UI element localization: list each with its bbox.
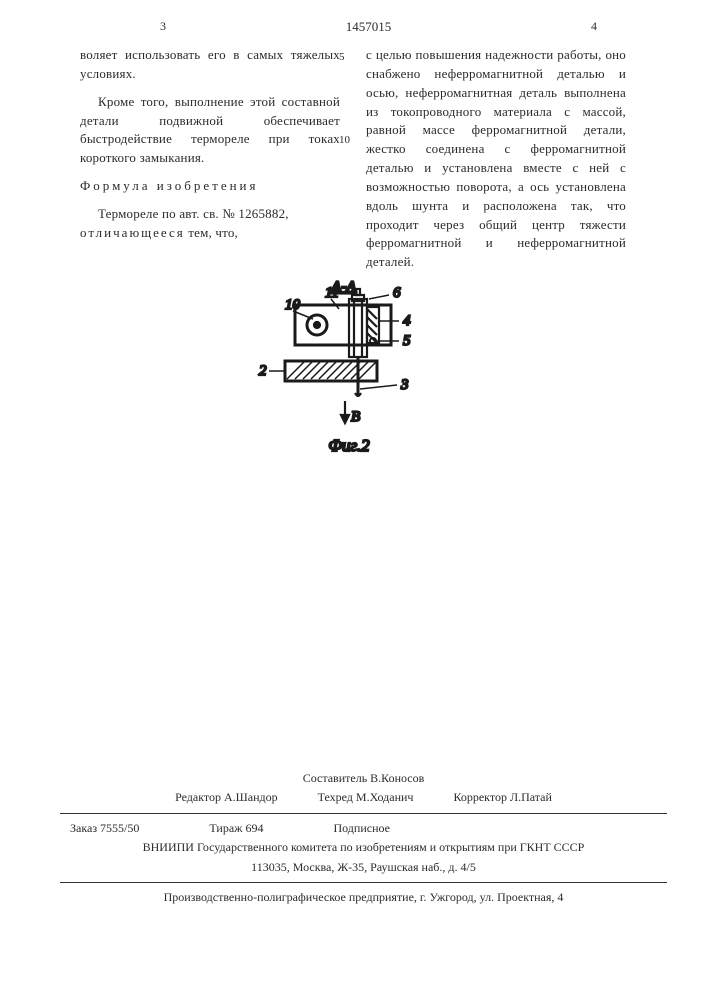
order-number: Заказ 7555/50 <box>70 820 139 837</box>
corrector: Корректор Л.Патай <box>453 789 551 806</box>
compiler-line: Составитель В.Коносов <box>60 770 667 787</box>
divider-1 <box>60 813 667 814</box>
line-marker-5: 5 <box>339 50 345 66</box>
label-10: 10 <box>285 297 301 313</box>
label-B: В <box>351 409 360 425</box>
org1: ВНИИПИ Государственного комитета по изоб… <box>60 839 667 856</box>
figure-area: А-А <box>0 275 707 481</box>
page-num-left: 3 <box>160 18 166 35</box>
right-column: с целью повышения надежности работы, оно… <box>366 46 626 281</box>
staff-line: Редактор А.Шандор Техред М.Ходанич Корре… <box>60 789 667 806</box>
label-11: 11 <box>325 285 339 301</box>
left-p1: воляет использовать его в самых тяжелых … <box>80 46 340 84</box>
left-p3b: отличающееся <box>80 225 185 240</box>
left-p3a: Термореле по авт. св. № 1265882, <box>98 206 289 221</box>
label-4: 4 <box>403 313 411 329</box>
org2: 113035, Москва, Ж-35, Раушская наб., д. … <box>60 859 667 876</box>
label-2: 2 <box>259 363 267 379</box>
footer-block: Составитель В.Коносов Редактор А.Шандор … <box>60 770 667 908</box>
formula-heading: Формула изобретения <box>80 178 258 193</box>
printer-line: Производственно-полиграфическое предприя… <box>60 889 667 906</box>
text-columns: воляет использовать его в самых тяжелых … <box>80 46 657 281</box>
label-3: 3 <box>400 377 409 393</box>
tirage: Тираж 694 <box>209 820 263 837</box>
page: 3 1457015 4 5 10 воляет использовать его… <box>0 0 707 281</box>
divider-2 <box>60 882 667 883</box>
figure-caption: Фиг.2 <box>328 436 370 455</box>
document-number: 1457015 <box>346 18 392 37</box>
line-marker-10: 10 <box>339 133 350 149</box>
label-5: 5 <box>403 333 411 349</box>
page-num-right: 4 <box>591 18 597 35</box>
techred: Техред М.Ходанич <box>318 789 414 806</box>
left-p3: Термореле по авт. св. № 1265882, отличаю… <box>80 205 340 243</box>
editor: Редактор А.Шандор <box>175 789 278 806</box>
left-p3c: тем, что, <box>185 225 238 240</box>
left-column: воляет использовать его в самых тяжелых … <box>80 46 340 281</box>
figure-svg: А-А <box>249 275 459 475</box>
left-p2: Кроме того, выполнение этой составной де… <box>80 93 340 168</box>
subscription: Подписное <box>333 820 390 837</box>
order-line: Заказ 7555/50 Тираж 694 Подписное <box>60 820 667 837</box>
header: 3 1457015 4 <box>80 18 657 40</box>
label-6: 6 <box>393 285 401 301</box>
right-p1: с целью повышения надежности работы, оно… <box>366 46 626 272</box>
